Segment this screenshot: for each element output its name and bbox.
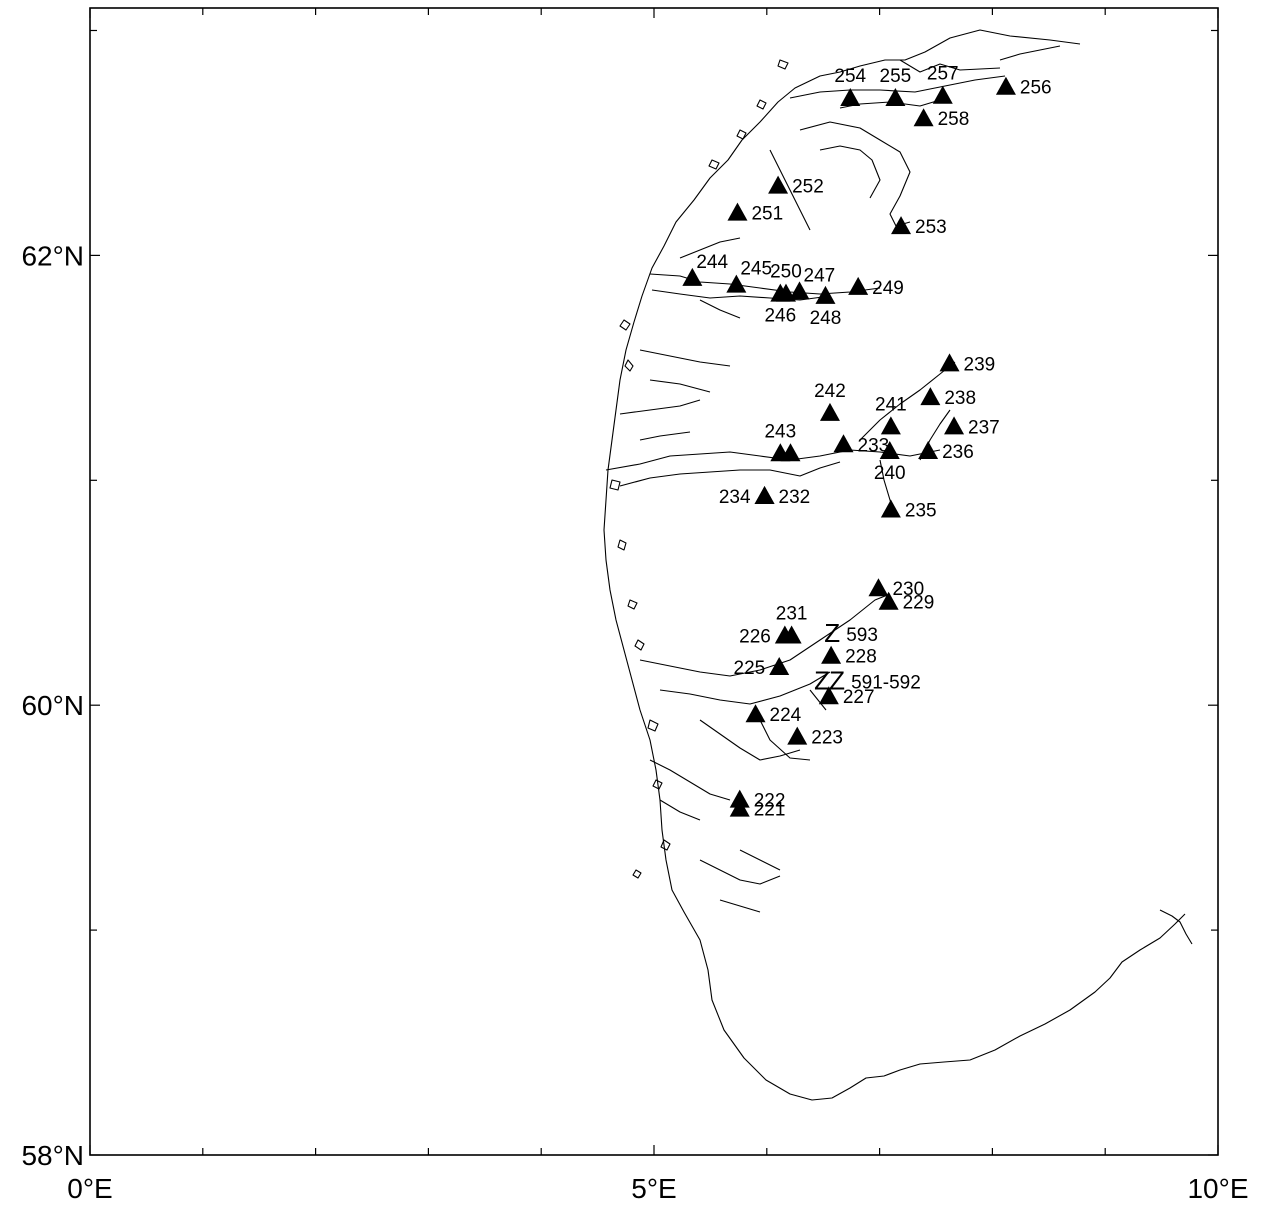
station-marker-244 <box>682 267 703 286</box>
outer-coastline <box>603 29 1186 1101</box>
x-tick-label: 5°E <box>631 1173 676 1204</box>
south-coast-east <box>1159 909 1193 945</box>
station-marker-249 <box>848 276 869 295</box>
station-marker-222 <box>729 789 750 808</box>
station-label-252: 252 <box>792 177 824 198</box>
station-label-226: 226 <box>739 626 771 647</box>
station-label-232: 232 <box>779 487 811 508</box>
station-marker-231 <box>781 625 802 644</box>
station-marker-238 <box>920 387 941 406</box>
nordfjord <box>649 237 881 319</box>
station-label-223: 223 <box>811 728 843 749</box>
station-label-233: 233 <box>858 435 890 456</box>
z-marker-label-591-592: 591-592 <box>851 672 921 693</box>
station-marker-239 <box>939 353 960 372</box>
station-label-240: 240 <box>874 463 906 484</box>
station-label-248: 248 <box>810 308 842 329</box>
z-marker-591-592: Z <box>814 665 830 695</box>
z-marker-591-592: Z <box>829 665 845 695</box>
station-label-253: 253 <box>915 217 947 238</box>
x-tick-label: 10°E <box>1187 1173 1248 1204</box>
station-marker-251 <box>727 202 748 221</box>
station-label-237: 237 <box>968 417 1000 438</box>
station-marker-225 <box>769 656 790 675</box>
sunnfjord <box>619 349 731 441</box>
x-tick-label: 0°E <box>67 1173 112 1204</box>
northern-fjords <box>769 45 1061 231</box>
islands <box>609 59 789 879</box>
y-tick-label: 62°N <box>21 240 84 271</box>
axis-ticks <box>89 8 1219 1156</box>
station-marker-254 <box>840 87 861 106</box>
y-tick-label: 60°N <box>21 690 84 721</box>
z-marker-label-593: 593 <box>846 625 878 646</box>
station-label-241: 241 <box>875 394 907 415</box>
station-label-235: 235 <box>905 501 937 522</box>
station-label-234: 234 <box>719 487 751 508</box>
station-label-254: 254 <box>834 66 866 87</box>
y-tick-label: 58°N <box>21 1140 84 1171</box>
station-marker-247 <box>789 281 810 300</box>
station-label-227: 227 <box>843 687 875 708</box>
station-label-244: 244 <box>696 252 728 273</box>
station-marker-237 <box>944 416 965 435</box>
station-label-236: 236 <box>942 442 974 463</box>
station-marker-234 <box>754 486 775 505</box>
station-label-257: 257 <box>927 64 959 85</box>
station-label-251: 251 <box>751 204 783 225</box>
station-label-228: 228 <box>845 647 877 668</box>
station-marker-236 <box>918 441 939 460</box>
station-marker-257 <box>932 85 953 104</box>
station-label-224: 224 <box>770 705 802 726</box>
station-label-225: 225 <box>734 658 766 679</box>
station-label-246: 246 <box>764 306 796 327</box>
station-label-245: 245 <box>740 259 772 280</box>
map-frame <box>89 7 1219 1156</box>
station-label-243a: 243 <box>764 421 796 442</box>
station-marker-233 <box>833 434 854 453</box>
station-marker-253 <box>891 216 912 235</box>
station-label-239: 239 <box>964 354 996 375</box>
station-marker-241 <box>880 416 901 435</box>
station-marker-240 <box>879 441 900 460</box>
station-marker-258 <box>913 108 934 127</box>
station-marker-243b <box>780 443 801 462</box>
station-marker-228 <box>821 645 842 664</box>
sunnhordland <box>649 759 781 913</box>
station-label-256: 256 <box>1020 78 1052 99</box>
station-label-238: 238 <box>944 388 976 409</box>
station-marker-248 <box>815 285 836 304</box>
station-marker-223 <box>787 726 808 745</box>
station-marker-252 <box>768 175 789 194</box>
z-marker-593: Z <box>824 618 840 648</box>
axis-tick-labels: 0°E 5°E 10°E 58°N 60°N 62°N <box>21 240 1248 1204</box>
station-marker-256 <box>995 76 1016 95</box>
station-marker-235 <box>880 499 901 518</box>
norway-coastline <box>603 29 1193 1101</box>
station-marker-230 <box>868 578 889 597</box>
plot-area-border <box>89 7 1219 1156</box>
station-label-255: 255 <box>880 66 912 87</box>
station-marker-229 <box>878 591 899 610</box>
station-label-229: 229 <box>903 593 935 614</box>
station-label-247: 247 <box>804 265 836 286</box>
station-label-250: 250 <box>770 262 802 283</box>
station-label-231: 231 <box>776 603 808 624</box>
station-marker-224 <box>745 704 766 723</box>
station-marker-242 <box>819 402 840 421</box>
station-label-222: 222 <box>754 791 786 812</box>
station-label-230: 230 <box>892 579 924 600</box>
station-label-258: 258 <box>938 109 970 130</box>
station-marker-227 <box>818 686 839 705</box>
station-label-221: 221 <box>754 800 786 821</box>
station-marker-255 <box>885 87 906 106</box>
station-marker-245 <box>726 274 747 293</box>
station-markers: ZZ Z <box>682 76 1016 817</box>
station-label-242: 242 <box>814 381 846 402</box>
station-label-249: 249 <box>872 278 904 299</box>
